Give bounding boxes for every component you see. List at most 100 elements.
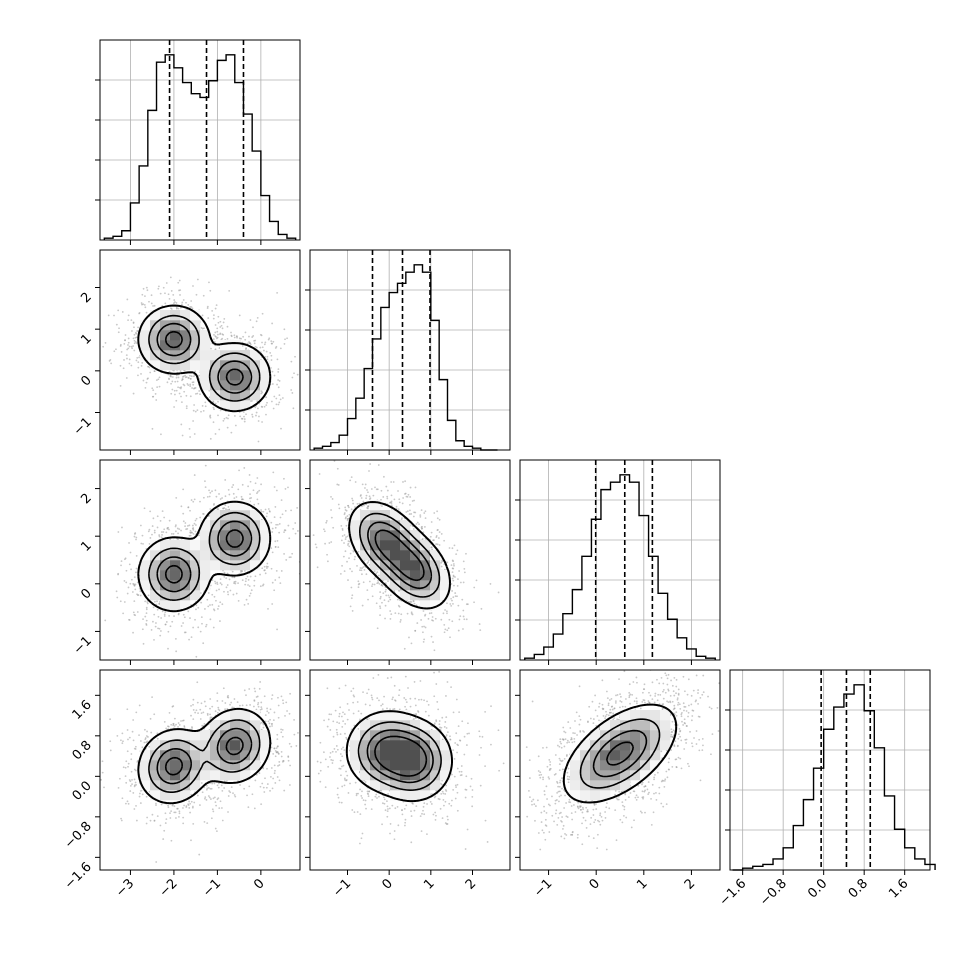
scatter-point: [308, 478, 310, 480]
scatter-point: [182, 512, 185, 515]
scatter-point: [246, 342, 249, 345]
scatter-point: [273, 486, 276, 488]
scatter-point: [297, 732, 299, 734]
scatter-point: [254, 690, 257, 693]
density-cell: [160, 550, 171, 561]
scatter-point: [189, 385, 192, 387]
scatter-point: [204, 401, 207, 404]
density-cell: [240, 500, 251, 511]
scatter-point: [177, 722, 180, 724]
density-cell: [190, 360, 201, 371]
scatter-point: [318, 473, 321, 475]
scatter-point: [276, 292, 279, 294]
scatter-point: [180, 529, 182, 532]
scatter-point: [271, 527, 274, 530]
scatter-point: [182, 622, 184, 624]
density-cell: [180, 570, 191, 581]
scatter-point: [214, 433, 217, 435]
scatter-point: [132, 582, 134, 585]
scatter-point: [133, 333, 136, 336]
scatter-point: [193, 387, 195, 390]
scatter-point: [273, 516, 276, 519]
scatter-point: [343, 542, 345, 544]
scatter-point: [457, 578, 459, 581]
scatter-point: [288, 556, 291, 559]
scatter-point: [288, 537, 291, 540]
scatter-point: [158, 602, 161, 605]
scatter-point: [330, 516, 333, 519]
scatter-point: [127, 347, 130, 350]
density-cell: [410, 560, 421, 571]
scatter-point: [443, 624, 446, 626]
scatter-point: [189, 383, 192, 386]
scatter-point: [213, 595, 216, 598]
density-cell: [230, 540, 241, 551]
scatter-point: [194, 392, 197, 395]
scatter-point: [153, 529, 156, 532]
scatter-point: [212, 608, 215, 611]
density-cell: [420, 600, 431, 611]
scatter-point: [366, 489, 368, 491]
scatter-point: [412, 600, 415, 603]
scatter-point: [430, 612, 433, 614]
scatter-point: [153, 370, 156, 373]
scatter-point: [161, 610, 164, 613]
scatter-point: [126, 708, 129, 711]
scatter-point: [195, 517, 198, 520]
scatter-point: [206, 598, 209, 601]
scatter-point: [280, 728, 282, 731]
density-cell: [160, 590, 171, 601]
contour-level-0: [137, 500, 272, 613]
scatter-point: [346, 560, 348, 563]
scatter-point: [274, 526, 277, 529]
scatter-point: [122, 612, 125, 615]
scatter-point: [384, 604, 387, 607]
scatter-point: [147, 594, 150, 597]
scatter-point: [261, 346, 264, 349]
scatter-point: [249, 493, 251, 496]
scatter-point: [209, 491, 212, 494]
scatter-point: [133, 808, 136, 810]
scatter-point: [393, 498, 396, 501]
density-cell: [140, 340, 151, 351]
scatter-point: [260, 334, 263, 337]
scatter-point: [281, 397, 284, 399]
scatter-point: [379, 607, 382, 610]
density-cell: [350, 510, 361, 521]
scatter-point: [160, 536, 163, 539]
scatter-point: [173, 299, 176, 301]
histogram-panel-2: [515, 459, 721, 665]
scatter-point: [465, 552, 467, 555]
density-cell: [190, 340, 201, 351]
scatter-point: [243, 467, 246, 469]
scatter-point: [120, 351, 123, 353]
scatter-point: [275, 489, 278, 492]
scatter-point: [256, 703, 259, 706]
scatter-point: [125, 354, 128, 357]
scatter-point: [453, 564, 455, 567]
scatter-point: [204, 480, 206, 483]
scatter-point: [103, 786, 105, 789]
density-cell: [250, 390, 261, 401]
scatter-point: [276, 776, 279, 778]
scatter-point: [162, 838, 165, 840]
density-cell: [250, 560, 261, 571]
scatter-point: [340, 524, 343, 527]
density-cell: [190, 310, 201, 321]
scatter-point: [211, 593, 214, 596]
scatter-point: [344, 516, 347, 519]
scatter-point: [228, 578, 231, 581]
scatter-point: [231, 486, 234, 489]
scatter-point: [136, 330, 138, 332]
scatter-point: [163, 528, 166, 531]
density-cell: [420, 550, 431, 561]
density-cell: [140, 550, 151, 561]
scatter-point: [157, 378, 160, 381]
scatter-point: [276, 745, 279, 748]
scatter-point: [131, 347, 134, 350]
contour-level-3: [164, 529, 244, 584]
scatter-point: [249, 342, 251, 344]
scatter-point: [351, 570, 353, 573]
scatter-point: [459, 615, 462, 618]
scatter-point: [371, 583, 374, 586]
